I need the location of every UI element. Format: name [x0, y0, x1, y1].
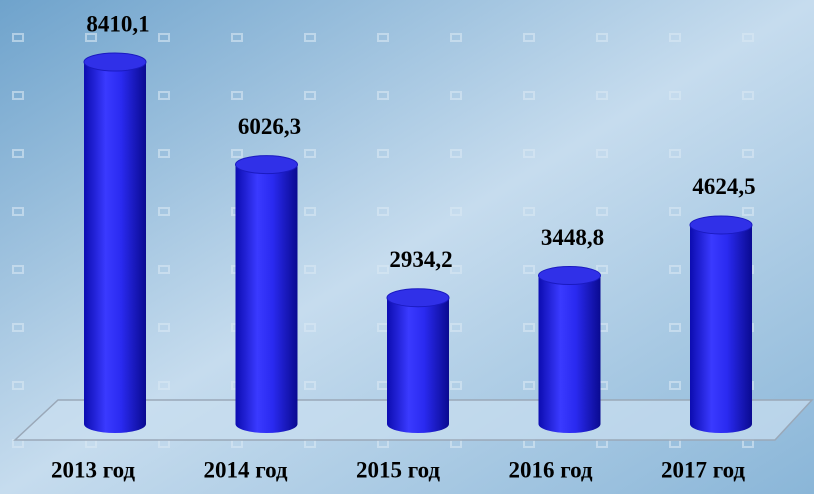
- x-tick-label: 2014 год: [203, 457, 287, 482]
- bar-top: [538, 266, 601, 286]
- value-label: 6026,3: [238, 114, 301, 139]
- bar: [84, 62, 146, 433]
- bar-top: [689, 215, 753, 235]
- bar: [387, 297, 449, 433]
- x-tick-label: 2016 год: [508, 457, 592, 482]
- bar-top: [83, 52, 147, 72]
- bar: [690, 224, 752, 433]
- bar-top: [235, 155, 298, 175]
- x-tick-label: 2013 год: [51, 457, 135, 482]
- bar: [235, 164, 298, 433]
- bar: [538, 275, 601, 433]
- value-label: 8410,1: [86, 11, 149, 36]
- value-label: 3448,8: [541, 225, 604, 250]
- value-label: 4624,5: [692, 174, 755, 199]
- bar-top: [386, 288, 450, 308]
- x-tick-label: 2017 год: [661, 457, 745, 482]
- x-tick-label: 2015 год: [356, 457, 440, 482]
- plot: 2013 год 8410,1 2014 год 6026,3 2015 год 2934…: [51, 11, 756, 482]
- value-label: 2934,2: [389, 247, 452, 272]
